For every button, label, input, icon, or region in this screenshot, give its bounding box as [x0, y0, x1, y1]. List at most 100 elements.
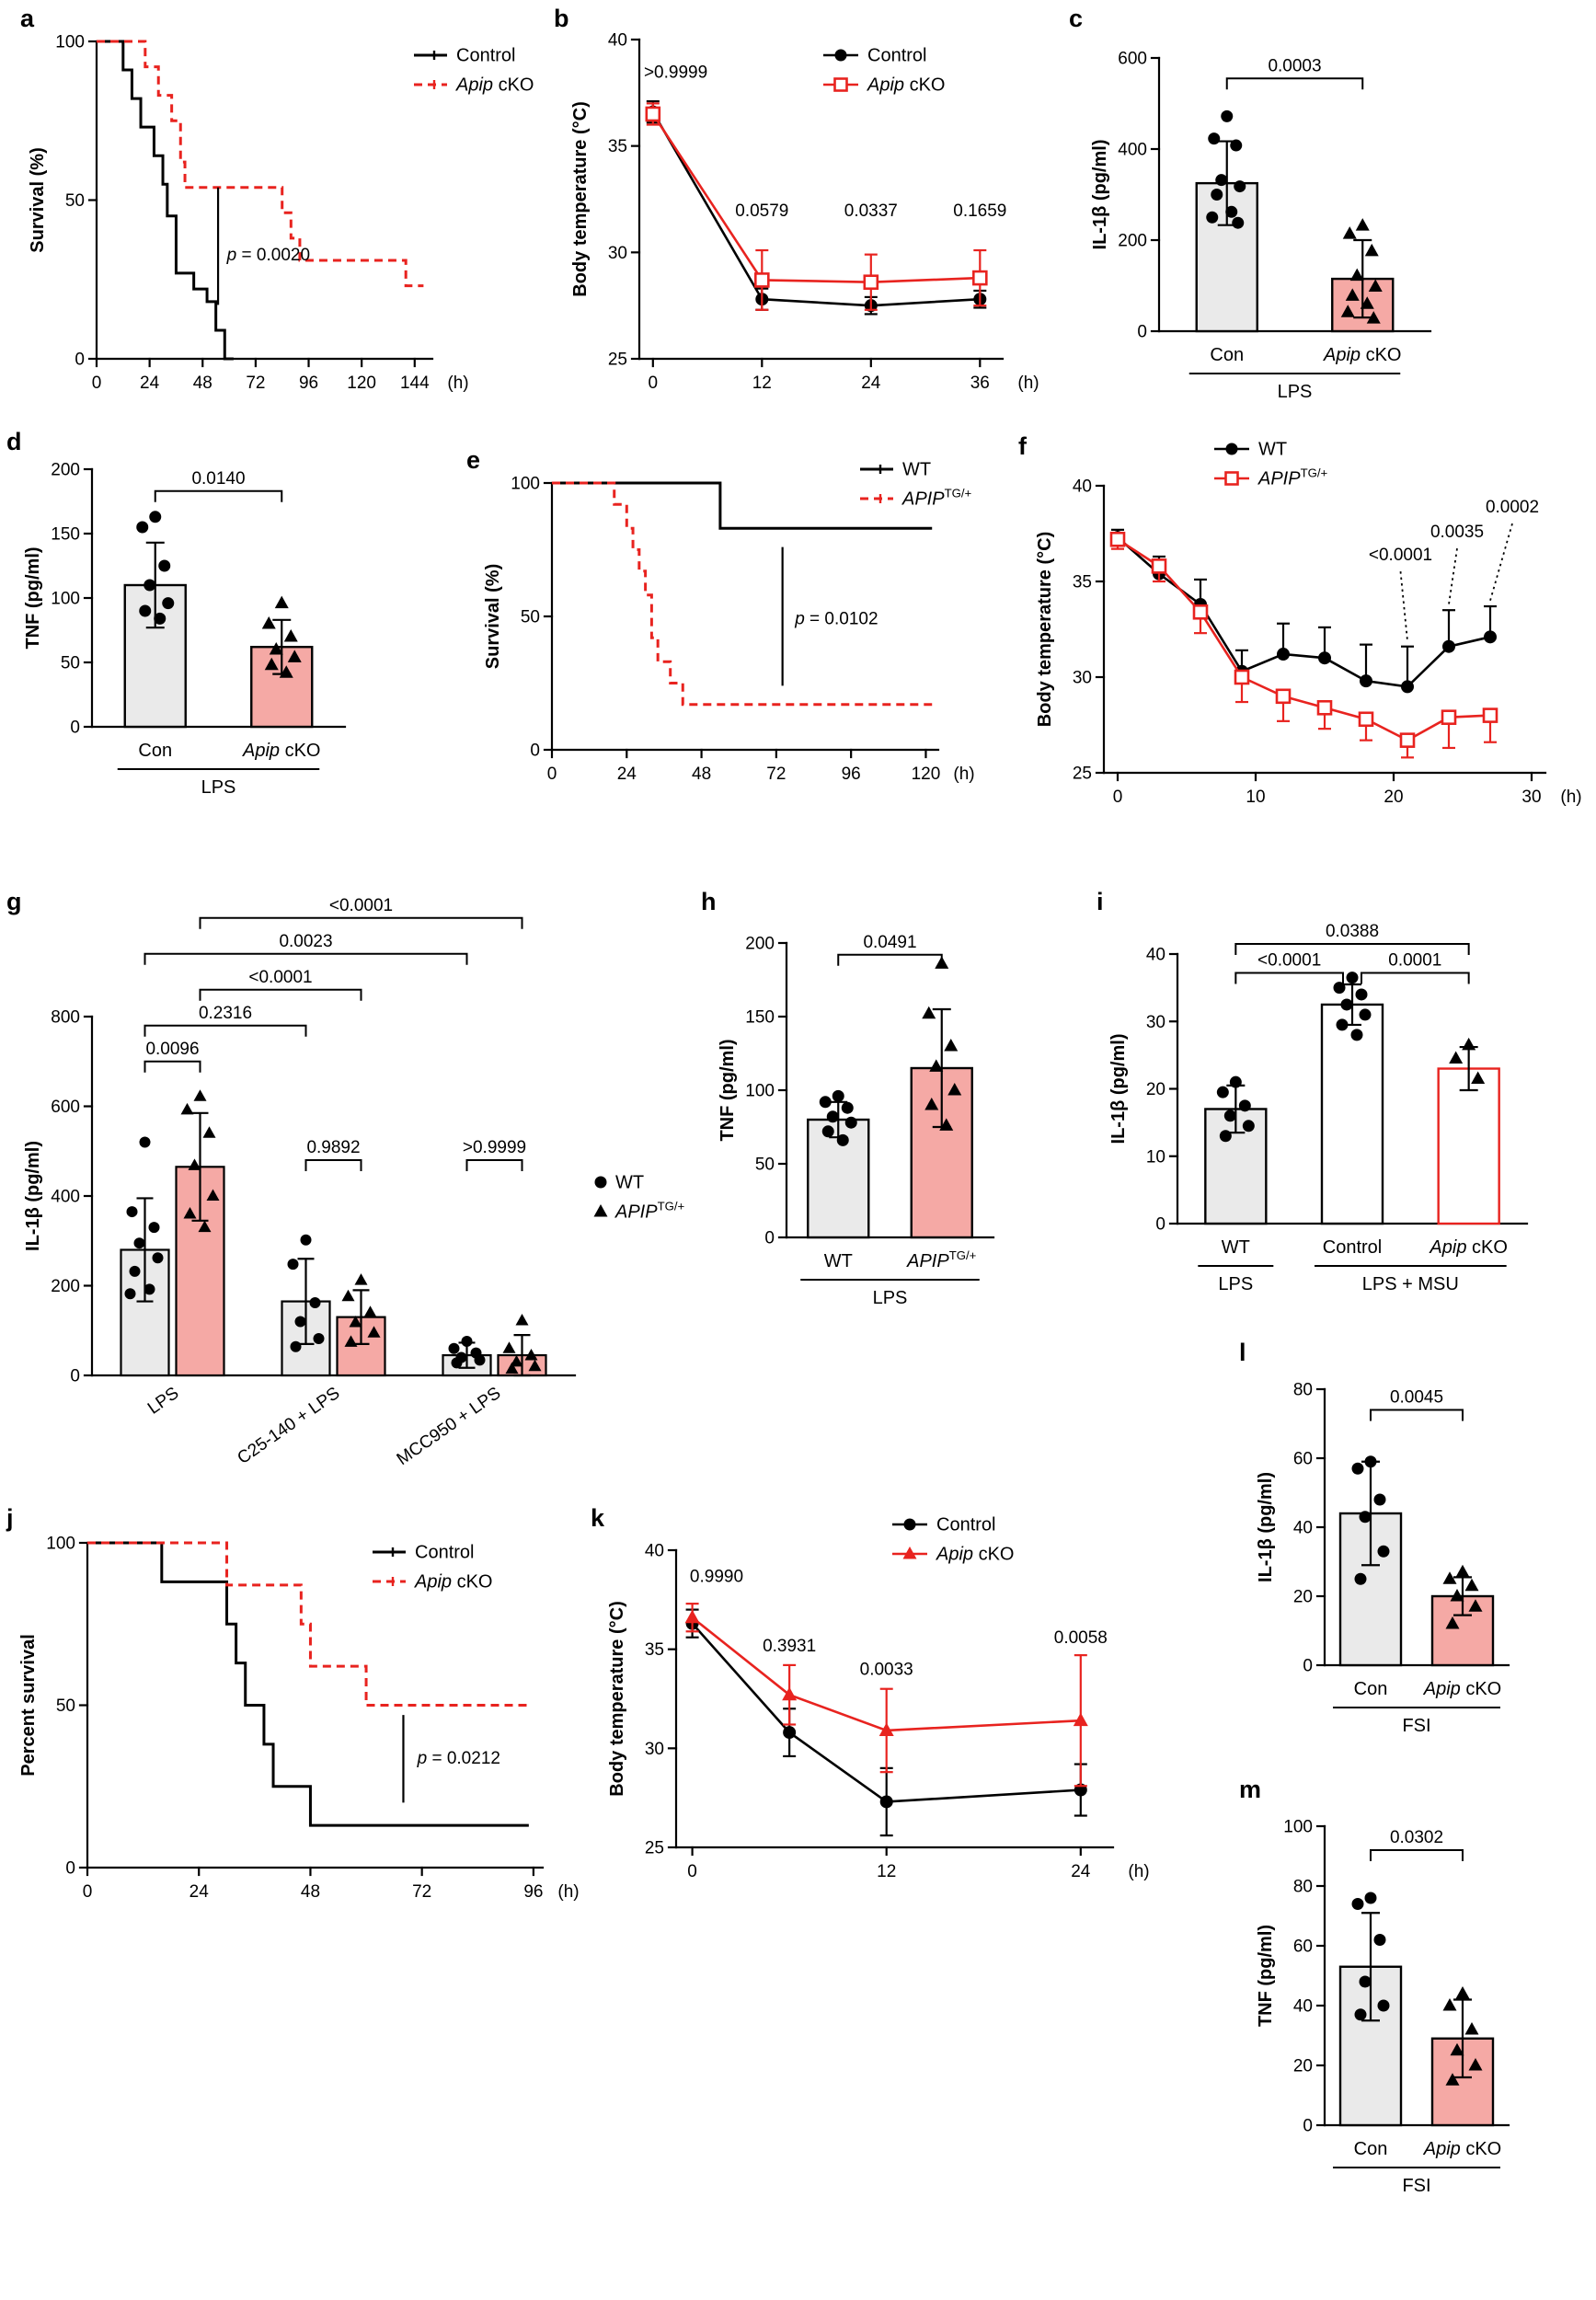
panel-f-svg: 25 30 35 40 Body temperature (°C) 0 10 20 30 (h) W…	[1035, 440, 1582, 808]
data-point-circle	[294, 1316, 306, 1328]
x-tick-label: 24	[189, 1882, 210, 1902]
y-tick-label: 40	[1073, 477, 1092, 497]
x-tick-label: 72	[246, 374, 265, 393]
data-point-circle	[1359, 1511, 1372, 1524]
data-point-triangle	[782, 1686, 798, 1701]
data-point-triangle	[1462, 1037, 1476, 1051]
data-point-triangle	[1366, 311, 1381, 324]
bar-label: Apip cKO	[1423, 2139, 1501, 2159]
data-point-square-open	[754, 272, 770, 288]
p-value: p = 0.0212	[417, 1749, 500, 1768]
data-point-circle	[1336, 1018, 1349, 1031]
data-point-circle	[1354, 1572, 1367, 1585]
line-series-0	[1117, 536, 1491, 688]
data-point-circle	[129, 1265, 141, 1277]
data-point-triangle	[1364, 243, 1379, 257]
data-point-triangle	[1345, 288, 1360, 301]
panel-e: e 0 50 100 Survival (%) 0 24 48 72 96 120 (h) WT API…	[465, 446, 1016, 814]
panel-f: f 25 30 35 40 Body temperature (°C) 0 10 20 30 (h…	[1016, 432, 1596, 837]
data-point-circle	[821, 1125, 834, 1138]
y-tick-label: 100	[51, 590, 80, 609]
data-point-circle	[474, 1354, 486, 1366]
data-point-triangle	[878, 1722, 894, 1736]
x-axis-unit: (h)	[1017, 374, 1039, 393]
data-point-square-open	[1358, 711, 1374, 728]
x-tick-label: 120	[912, 765, 941, 784]
panel-g-chart-area: 0 200 400 600 800 IL-1β (pg/ml) WT APIPTG/+ LPS C…	[5, 888, 699, 1504]
data-point-triangle	[283, 629, 298, 642]
y-tick-label: 50	[521, 608, 540, 627]
panel-m-letter: m	[1239, 1776, 1262, 1803]
x-axis-unit: (h)	[447, 374, 468, 393]
survival-curve-0	[552, 481, 933, 530]
data-point-triangle	[198, 1220, 212, 1233]
data-point-circle	[1318, 651, 1331, 665]
data-point-square-open	[1151, 558, 1167, 574]
panel-d: d 0 50 100 150 200 TNF (pg/ml) Con Apip cKO 0.01…	[5, 428, 492, 837]
survival-curve-1	[87, 1541, 529, 1707]
data-point-triangle	[1073, 1712, 1088, 1727]
y-tick-label: 10	[1146, 1147, 1165, 1167]
y-tick-label: 400	[1118, 141, 1147, 160]
data-point-circle	[139, 1136, 151, 1148]
y-axis-title: TNF (pg/ml)	[1256, 1925, 1276, 2027]
data-point-circle	[1354, 2008, 1367, 2021]
panel-l-svg: 0 20 40 60 80 IL-1β (pg/ml) Con Apip cKO 0.0045 F…	[1256, 1381, 1510, 1736]
data-point-circle	[783, 1726, 797, 1740]
data-point-triangle	[261, 616, 276, 629]
annotation-leader	[1448, 548, 1458, 605]
data-point-triangle	[188, 1158, 201, 1170]
data-point-triangle	[924, 1098, 939, 1110]
data-point-triangle	[1349, 268, 1364, 282]
panel-e-chart-area: 0 50 100 Survival (%) 0 24 48 72 96 120 (h) WT APIPT…	[465, 446, 1016, 819]
panel-i: i 0 10 20 30 40 IL-1β (pg/ml) WT Control Apip cK…	[1095, 888, 1596, 1334]
p-value: <0.0001	[329, 896, 393, 915]
data-point-circle	[300, 1234, 312, 1246]
significance-bracket	[1234, 972, 1344, 984]
data-point-triangle	[1449, 1051, 1464, 1064]
significance-bracket	[837, 953, 943, 966]
p-value: <0.0001	[1257, 951, 1321, 971]
p-value: p = 0.0020	[226, 246, 310, 265]
x-axis-unit: (h)	[953, 765, 974, 784]
x-tick-label: 0	[649, 374, 659, 393]
significance-bracket	[1225, 77, 1364, 90]
data-point-circle	[1206, 211, 1219, 224]
data-point-triangle	[264, 657, 279, 671]
y-axis-title: IL-1β (pg/ml)	[23, 1141, 43, 1251]
y-axis-title: TNF (pg/ml)	[718, 1039, 738, 1141]
data-point-circle	[126, 1206, 138, 1218]
data-point-circle	[1350, 1029, 1363, 1041]
data-point-square-open	[1441, 709, 1457, 725]
y-tick-label: 0	[530, 742, 540, 761]
data-point-circle	[1346, 972, 1359, 984]
panel-c-chart-area: 0 200 400 600 IL-1β (pg/ml) Con Apip cKO 0.0003…	[1067, 5, 1582, 446]
panel-m-svg: 0 20 40 60 80 100 TNF (pg/ml) Con Apip cKO 0.0302…	[1256, 1818, 1510, 2196]
legend-label: Control	[936, 1515, 995, 1535]
y-tick-label: 50	[61, 654, 80, 673]
y-tick-label: 200	[51, 1277, 80, 1296]
panel-m: m 0 20 40 60 80 100 TNF (pg/ml) Con Apip cKO 0.03…	[1237, 1776, 1587, 2236]
data-point-circle	[1221, 109, 1234, 122]
legend-label: APIPTG/+	[1257, 466, 1328, 489]
data-point-triangle	[1442, 1571, 1457, 1584]
panel-k-svg: 25 30 35 40 Body temperature (°C) 0 12 24 (h) Con…	[607, 1515, 1150, 1882]
data-point-triangle	[1342, 226, 1357, 239]
data-point-triangle	[929, 1059, 944, 1072]
x-tick-label: 0	[687, 1862, 697, 1881]
data-point-circle	[1360, 674, 1372, 688]
data-point-circle	[1359, 1975, 1372, 1988]
data-point-circle	[1219, 1130, 1232, 1143]
data-point-triangle	[524, 1349, 538, 1361]
panel-d-letter: d	[6, 428, 22, 455]
data-point-triangle	[287, 650, 302, 662]
p-value: 0.1659	[953, 201, 1006, 221]
y-axis-title: Body temperature (°C)	[570, 101, 591, 296]
data-point-circle	[1277, 648, 1290, 661]
panel-k-letter: k	[591, 1504, 605, 1532]
y-axis-title: Survival (%)	[28, 147, 48, 252]
data-point-circle	[448, 1342, 460, 1354]
significance-bracket	[465, 1159, 523, 1171]
panel-g: g 0 200 400 600 800 IL-1β (pg/ml) WT APIPTG/+ LP…	[5, 888, 699, 1500]
